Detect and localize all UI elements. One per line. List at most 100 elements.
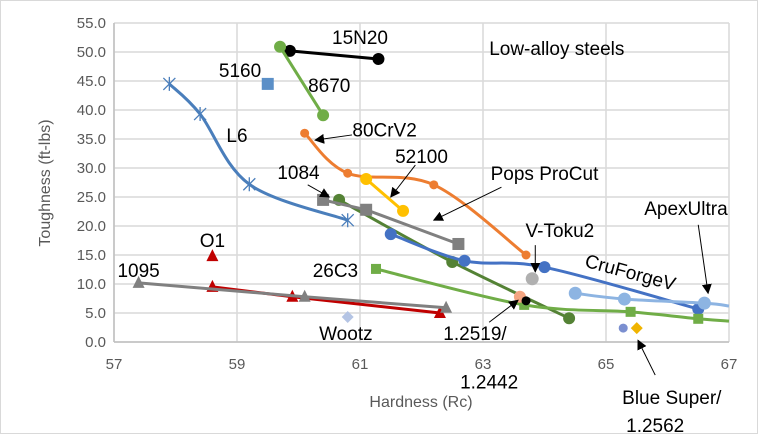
x-tick-label: 67 xyxy=(721,356,738,373)
annotation-label: 1.2442 xyxy=(460,373,518,394)
annotation-label: 8670 xyxy=(308,76,350,97)
series-line-l6 xyxy=(168,82,349,222)
annotation-label: 1.2562 xyxy=(626,416,684,434)
data-point-26c3 xyxy=(370,263,381,274)
y-tick-label: 15.0 xyxy=(77,247,106,264)
y-tick-label: 45.0 xyxy=(77,73,106,90)
annotation-label: 1.2519/ xyxy=(443,324,507,345)
annotation-arrow xyxy=(390,164,416,198)
data-point-52100 xyxy=(360,173,373,186)
data-point-1095 xyxy=(440,300,453,313)
data-point-apexultra xyxy=(568,286,582,300)
annotation-label: V-Toku2 xyxy=(526,221,595,242)
data-point-1-2562 xyxy=(630,322,643,335)
annotation-label: Pops ProCut xyxy=(491,164,599,185)
y-tick-label: 35.0 xyxy=(77,131,106,148)
data-point-80crv2 xyxy=(429,180,439,190)
data-point-pops-procut xyxy=(360,203,373,216)
data-point-15n20 xyxy=(372,52,385,65)
data-point-blue-super xyxy=(618,323,628,333)
y-tick-label: 20.0 xyxy=(77,218,106,235)
series-1095 xyxy=(132,275,453,313)
y-tick-label: 25.0 xyxy=(77,189,106,206)
annotation-label: 1084 xyxy=(277,163,320,184)
y-tick-label: 10.0 xyxy=(77,276,106,293)
annotation-label: O1 xyxy=(200,231,225,252)
axis-ticks: 0.0 5.0 10.0 15.0 20.0 25.0 30.0 35.0 40.0 45.0 50… xyxy=(77,15,738,373)
annotation-label: Low-alloy steels xyxy=(489,39,624,60)
series-5160 xyxy=(261,77,274,90)
series-o1-single xyxy=(206,249,219,262)
y-tick-label: 55.0 xyxy=(77,15,106,32)
annotation-arrow xyxy=(314,133,353,144)
data-point-8670 xyxy=(317,109,330,122)
series-line-apexultra xyxy=(575,291,730,308)
data-point-26c3 xyxy=(693,313,704,324)
annotation-label: 5160 xyxy=(219,61,261,82)
annotations: 15N20 Low-alloy steels 5160 8670 L6 80CrV2 521… xyxy=(117,28,728,434)
series-1-2442 xyxy=(521,296,531,306)
y-tick-label: 5.0 xyxy=(85,305,106,322)
annotation-arrow xyxy=(488,299,519,323)
series-15n20 xyxy=(283,44,385,65)
annotation-arrow xyxy=(697,224,712,295)
data-point-cruforgev xyxy=(458,254,471,267)
data-point-l6 xyxy=(242,177,256,192)
series-52100 xyxy=(360,173,410,217)
data-point-pops-procut xyxy=(452,237,465,250)
series-8670 xyxy=(274,40,330,122)
annotation-label: 52100 xyxy=(395,147,448,168)
series-pops-procut xyxy=(317,193,465,250)
series-v-toku2 xyxy=(525,272,539,286)
data-point-26c3 xyxy=(625,306,636,317)
data-point-v-toku2 xyxy=(525,272,539,286)
y-axis-title: Toughness (ft-lbs) xyxy=(37,119,54,246)
x-tick-label: 65 xyxy=(598,356,615,373)
annotation-label: 15N20 xyxy=(332,28,388,49)
series-line-15n20 xyxy=(289,49,379,61)
series-80crv2 xyxy=(300,128,531,260)
data-point-80crv2 xyxy=(343,168,353,178)
data-point-1095 xyxy=(298,289,311,302)
series-line-80crv2 xyxy=(303,132,527,257)
annotation-label: Wootz xyxy=(319,324,373,345)
annotation-label: Blue Super/ xyxy=(622,388,722,409)
annotation-label: 26C3 xyxy=(313,261,358,282)
data-point-apexultra xyxy=(617,292,631,306)
data-point-1-2442 xyxy=(521,296,531,306)
data-point-cruforgev xyxy=(538,261,551,274)
y-tick-label: 40.0 xyxy=(77,102,106,119)
data-point-wootz xyxy=(341,311,354,324)
annotation-label: L6 xyxy=(226,126,247,147)
y-tick-label: 50.0 xyxy=(77,44,106,61)
data-point-15n20 xyxy=(283,44,296,57)
data-point-l6 xyxy=(162,76,176,91)
data-point-5160 xyxy=(261,77,274,90)
series-group xyxy=(132,40,730,335)
data-point-o1-single xyxy=(206,249,219,262)
x-tick-label: 57 xyxy=(106,356,123,373)
series-l6 xyxy=(162,76,355,228)
annotation-arrow xyxy=(307,184,331,198)
data-point-80crv2 xyxy=(521,250,531,260)
x-axis-title: Hardness (Rc) xyxy=(369,394,472,411)
annotation-label: 80CrV2 xyxy=(352,121,416,142)
series-wootz xyxy=(341,311,354,324)
data-point-1084 xyxy=(563,312,576,325)
data-point-l6 xyxy=(193,107,207,122)
annotation-arrow xyxy=(432,186,502,221)
data-point-1095 xyxy=(132,275,145,288)
series-line-cruforgev xyxy=(390,232,699,311)
x-tick-label: 63 xyxy=(475,356,492,373)
data-point-o1 xyxy=(433,306,446,318)
y-tick-label: 0.0 xyxy=(85,334,106,351)
gridlines xyxy=(113,22,730,343)
series-1-2562 xyxy=(630,322,643,335)
data-point-cruforgev xyxy=(384,228,397,241)
annotation-label: ApexUltra xyxy=(644,199,728,220)
data-point-8670 xyxy=(274,40,287,53)
data-point-apexultra xyxy=(697,296,711,310)
